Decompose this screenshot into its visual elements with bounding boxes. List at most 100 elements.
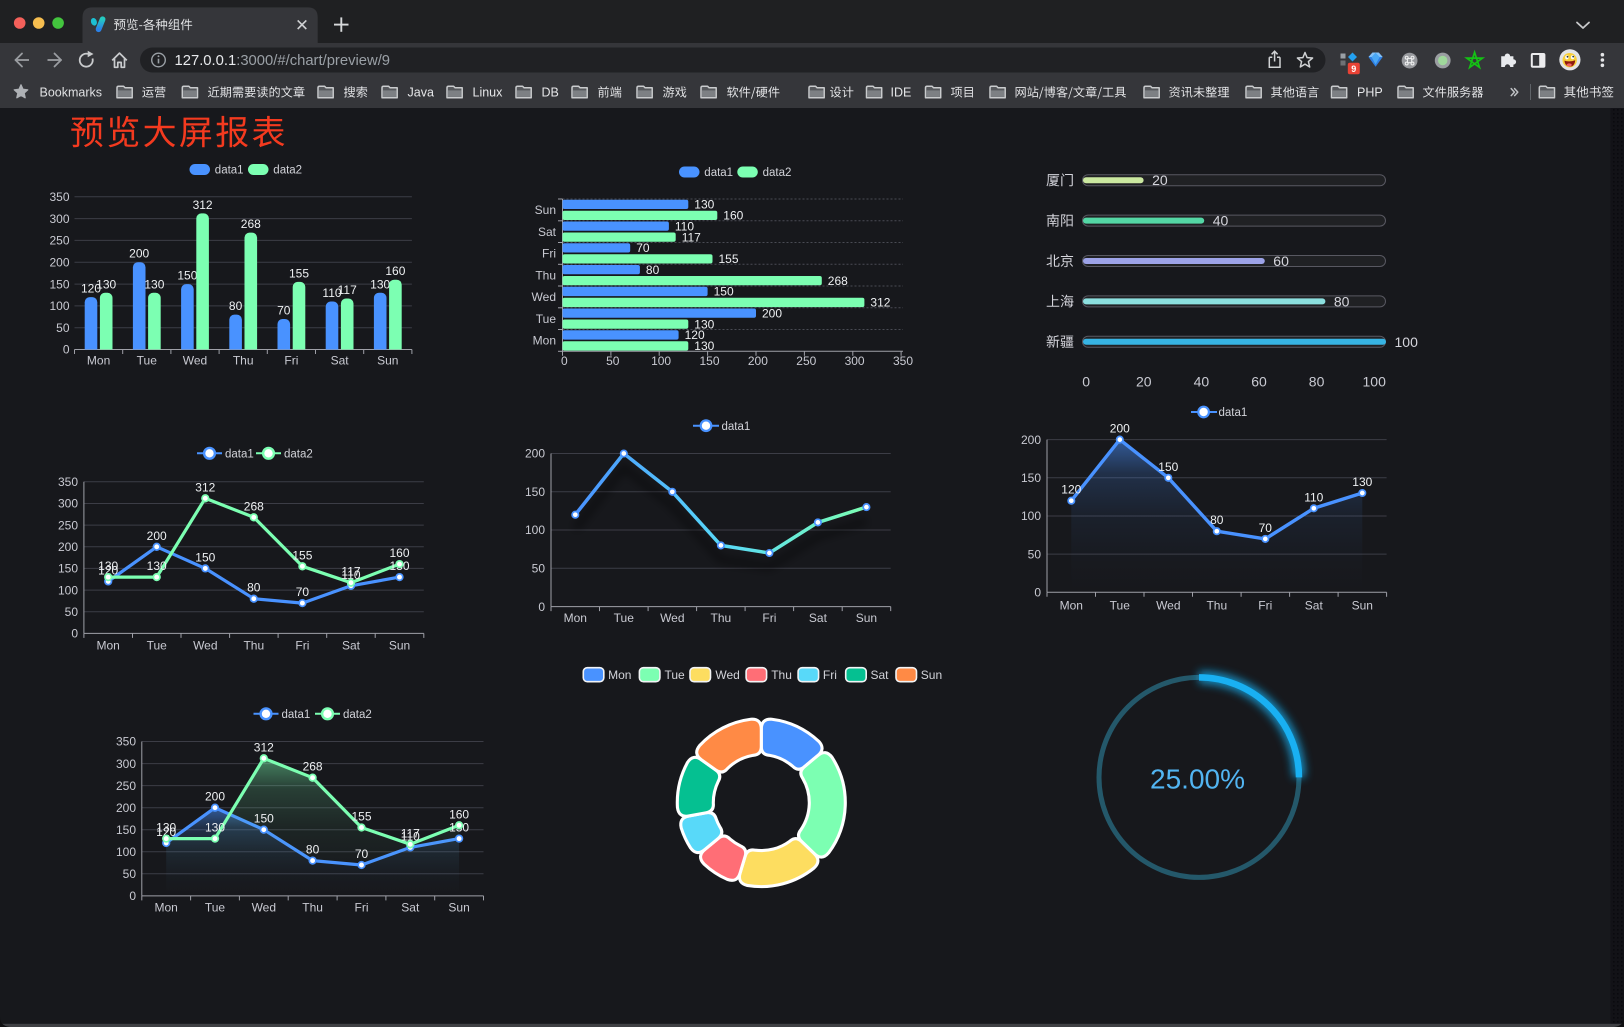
svg-text:Sat: Sat (331, 354, 350, 368)
svg-text:Tue: Tue (1110, 599, 1131, 613)
svg-text:PHP: PHP (1357, 86, 1383, 100)
svg-text:Sat: Sat (871, 668, 890, 682)
svg-text:150: 150 (699, 354, 719, 368)
svg-text:data2: data2 (763, 167, 792, 179)
svg-text:Fri: Fri (1258, 599, 1272, 613)
svg-text:0: 0 (538, 600, 545, 614)
svg-text:Thu: Thu (771, 668, 792, 682)
svg-text:150: 150 (49, 277, 69, 291)
svg-text:160: 160 (449, 807, 469, 821)
svg-text:Sat: Sat (538, 225, 557, 239)
svg-text:80: 80 (229, 299, 243, 313)
svg-text:110: 110 (401, 829, 420, 843)
svg-text:350: 350 (893, 354, 913, 368)
svg-text:data1: data1 (704, 167, 733, 179)
svg-text:130: 130 (98, 559, 118, 573)
svg-text:200: 200 (1110, 422, 1130, 436)
svg-text:Sun: Sun (856, 611, 877, 625)
svg-text:Mon: Mon (608, 668, 631, 682)
svg-text:Thu: Thu (1206, 599, 1227, 613)
svg-text:200: 200 (58, 540, 78, 554)
svg-text:80: 80 (247, 581, 261, 595)
svg-text:100: 100 (1395, 334, 1419, 350)
svg-text:130: 130 (205, 821, 225, 835)
svg-text:117: 117 (341, 565, 360, 579)
svg-text:160: 160 (389, 546, 409, 560)
svg-text:200: 200 (525, 447, 545, 461)
svg-text:110: 110 (675, 219, 694, 233)
svg-text:268: 268 (241, 217, 261, 231)
svg-text:Tue: Tue (137, 354, 158, 368)
svg-text:130: 130 (694, 198, 714, 212)
svg-text:155: 155 (289, 266, 309, 280)
svg-text:0: 0 (1082, 374, 1090, 390)
svg-text:117: 117 (682, 230, 701, 244)
svg-text:Mon: Mon (1060, 599, 1083, 613)
svg-text:50: 50 (123, 867, 137, 881)
svg-text:Fri: Fri (295, 639, 309, 653)
svg-text:70: 70 (1259, 521, 1273, 535)
svg-text:80: 80 (1309, 374, 1325, 390)
svg-text:200: 200 (49, 255, 69, 269)
svg-text:0: 0 (71, 627, 78, 641)
svg-text:350: 350 (49, 190, 69, 204)
svg-text:312: 312 (870, 296, 890, 310)
svg-text:Wed: Wed (532, 290, 556, 304)
svg-text:312: 312 (254, 740, 274, 754)
svg-text:120: 120 (156, 825, 176, 839)
svg-text:data2: data2 (343, 709, 372, 721)
svg-text:70: 70 (296, 585, 310, 599)
svg-text:150: 150 (1021, 471, 1041, 485)
svg-text:300: 300 (116, 757, 136, 771)
svg-text:150: 150 (525, 485, 545, 499)
svg-text:250: 250 (796, 354, 816, 368)
svg-text:Fri: Fri (823, 668, 837, 682)
svg-text:80: 80 (646, 263, 660, 277)
svg-text:60: 60 (1251, 374, 1267, 390)
svg-text:250: 250 (49, 234, 69, 248)
svg-text:Sat: Sat (1305, 599, 1324, 613)
svg-text:80: 80 (1210, 513, 1224, 527)
svg-text:268: 268 (244, 499, 264, 513)
svg-text:Java: Java (408, 86, 434, 100)
svg-text:Wed: Wed (715, 668, 739, 682)
svg-text:9: 9 (1351, 64, 1356, 74)
svg-text:0: 0 (63, 343, 70, 357)
svg-text:120: 120 (81, 282, 101, 296)
svg-text:70: 70 (355, 847, 369, 861)
svg-text:130: 130 (370, 277, 390, 291)
svg-text:Sun: Sun (448, 901, 469, 915)
svg-text:Thu: Thu (711, 611, 732, 625)
svg-text:Sat: Sat (401, 901, 420, 915)
svg-text:130: 130 (144, 277, 164, 291)
svg-text:200: 200 (1021, 433, 1041, 447)
svg-text:Sat: Sat (342, 639, 361, 653)
svg-text:130: 130 (156, 821, 176, 835)
svg-text:Wed: Wed (193, 639, 217, 653)
svg-text:data2: data2 (273, 165, 302, 177)
svg-text:Wed: Wed (1156, 599, 1180, 613)
svg-text:200: 200 (116, 801, 136, 815)
svg-text:0: 0 (1034, 586, 1041, 600)
svg-text:data1: data1 (215, 165, 244, 177)
svg-text:Linux: Linux (473, 86, 504, 100)
svg-text:350: 350 (58, 475, 78, 489)
svg-text:0: 0 (561, 354, 568, 368)
svg-text:300: 300 (49, 212, 69, 226)
svg-text:160: 160 (385, 264, 405, 278)
svg-text:Thu: Thu (302, 901, 323, 915)
svg-text:data2: data2 (284, 448, 313, 460)
svg-text:Sun: Sun (921, 668, 942, 682)
svg-text:110: 110 (1304, 490, 1323, 504)
svg-text:100: 100 (116, 845, 136, 859)
svg-text:Mon: Mon (155, 901, 178, 915)
svg-text:IDE: IDE (891, 86, 912, 100)
svg-text:Mon: Mon (97, 639, 120, 653)
svg-text:data1: data1 (225, 448, 254, 460)
svg-text:130: 130 (694, 317, 714, 331)
svg-text:Tue: Tue (536, 312, 557, 326)
svg-text:80: 80 (1334, 293, 1350, 309)
svg-text:300: 300 (845, 354, 865, 368)
svg-text:100: 100 (58, 583, 78, 597)
svg-text:Wed: Wed (660, 611, 684, 625)
